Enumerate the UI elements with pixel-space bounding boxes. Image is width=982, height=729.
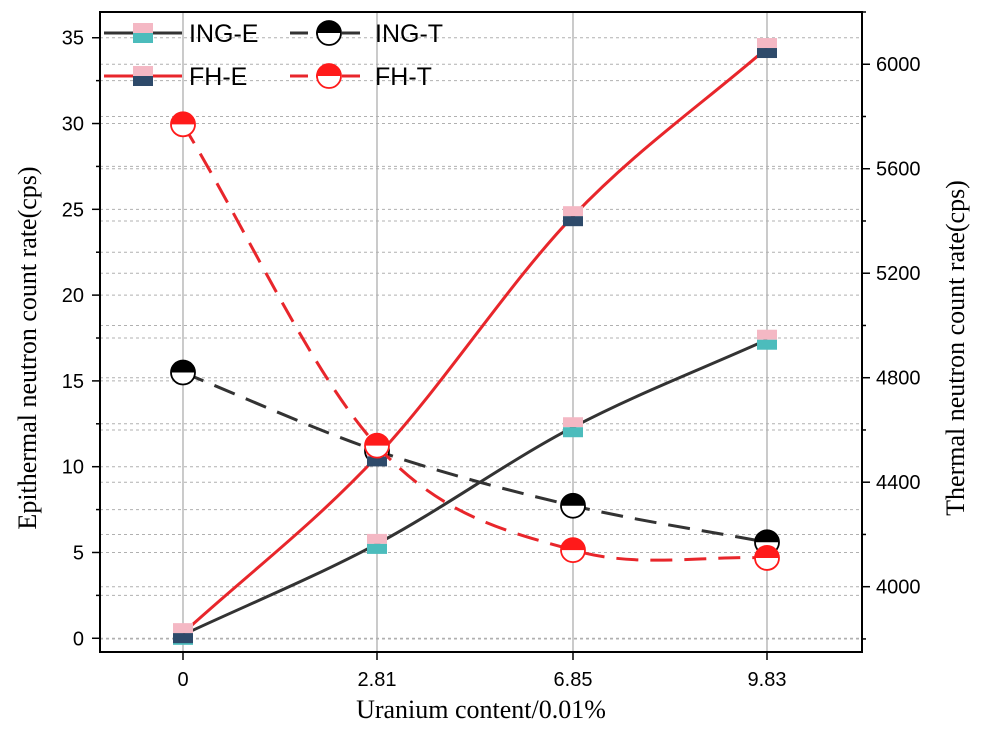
data-point	[560, 492, 586, 519]
data-point	[173, 623, 193, 644]
marker-top	[133, 23, 153, 33]
marker-outline	[316, 63, 342, 89]
marker-fill	[317, 21, 341, 33]
legend-label: ING-E	[189, 20, 258, 48]
legend-marker	[316, 63, 342, 89]
legend-item-fh-t: FH-T	[290, 63, 432, 91]
data-point	[563, 417, 583, 438]
y-right-tick-label: 5600	[876, 159, 921, 181]
legend-marker	[133, 23, 153, 43]
series-line	[182, 338, 768, 637]
series-line	[182, 371, 768, 544]
marker-bottom	[133, 76, 153, 86]
marker-outline	[754, 545, 780, 571]
data-point	[170, 111, 196, 138]
x-tick-label: 9.83	[748, 669, 787, 691]
data-point	[364, 432, 390, 459]
marker-top	[563, 206, 583, 217]
y-right-tick-label: 4800	[876, 368, 921, 390]
y-left-tick-label: 0	[73, 628, 84, 650]
marker-bottom	[367, 456, 387, 467]
series-fh-t	[170, 111, 780, 571]
marker-fill	[755, 530, 779, 543]
marker-outline	[560, 537, 586, 564]
y-right-tick-label: 6000	[876, 54, 921, 76]
series-layer	[170, 38, 780, 645]
data-point	[170, 359, 196, 386]
legend: ING-E ING-T FH-E FH-T	[104, 20, 443, 91]
series-line	[181, 46, 768, 635]
grid	[100, 12, 862, 652]
marker-top	[757, 329, 777, 340]
marker-bottom	[757, 48, 777, 59]
legend-item-fh-e: FH-E	[104, 63, 247, 91]
marker-top	[367, 533, 387, 544]
y-left-tick-label: 35	[62, 28, 84, 50]
marker-outline	[170, 359, 196, 386]
y-axis-left-title: Epithermal neutron count rate(cps)	[13, 166, 42, 529]
marker-bottom	[563, 216, 583, 227]
series-ing-t	[170, 359, 780, 556]
legend-label: ING-T	[375, 20, 443, 48]
legend-item-ing-e: ING-E	[104, 20, 258, 48]
x-tick-label: 2.81	[358, 669, 397, 691]
marker-fill	[171, 112, 195, 125]
series-ing-e	[173, 329, 777, 645]
marker-top	[563, 417, 583, 428]
legend-label: FH-E	[189, 63, 247, 91]
marker-fill	[755, 545, 779, 558]
marker-bottom	[757, 339, 777, 350]
marker-bottom	[367, 543, 387, 554]
legend-label: FH-T	[375, 63, 432, 91]
x-tick-label: 0	[177, 669, 188, 691]
axes: 0 5 10 15 20 25 30 35 4000 4400 4800 5200 5600 6000 0 2…	[62, 11, 921, 691]
y-right-tick-label: 4400	[876, 472, 921, 494]
marker-fill	[171, 360, 195, 373]
legend-marker	[316, 20, 342, 46]
series-line	[181, 123, 768, 562]
data-point	[367, 533, 387, 554]
y-left-tick-label: 25	[62, 199, 84, 221]
y-left-tick-label: 15	[62, 371, 84, 393]
marker-outline	[560, 492, 586, 519]
y-right-tick-label: 5200	[876, 263, 921, 285]
data-point	[757, 38, 777, 59]
marker-bottom	[133, 33, 153, 43]
marker-fill	[317, 64, 341, 76]
x-tick-label: 6.85	[554, 669, 593, 691]
x-axis-title: Uranium content/0.01%	[356, 695, 606, 724]
data-point	[754, 545, 780, 571]
y-left-tick-label: 30	[62, 114, 84, 136]
y-right-tick-label: 4000	[876, 577, 921, 599]
y-left-tick-label: 5	[73, 542, 84, 564]
marker-outline	[316, 20, 342, 46]
legend-item-ing-t: ING-T	[290, 20, 443, 48]
data-point	[757, 329, 777, 350]
marker-outline	[170, 111, 196, 138]
marker-bottom	[563, 427, 583, 438]
marker-top	[133, 66, 153, 76]
legend-marker	[133, 66, 153, 86]
plot-frame	[99, 11, 863, 653]
marker-top	[173, 623, 193, 634]
marker-fill	[561, 493, 585, 506]
marker-fill	[561, 538, 585, 551]
marker-bottom	[173, 633, 193, 644]
marker-top	[757, 38, 777, 49]
data-point	[563, 206, 583, 227]
data-point	[560, 537, 586, 564]
marker-fill	[365, 433, 389, 446]
y-left-tick-label: 20	[62, 285, 84, 307]
marker-outline	[364, 432, 390, 459]
y-axis-right-title: Thermal neutron count rate(cps)	[941, 180, 970, 516]
y-left-tick-label: 10	[62, 457, 84, 479]
